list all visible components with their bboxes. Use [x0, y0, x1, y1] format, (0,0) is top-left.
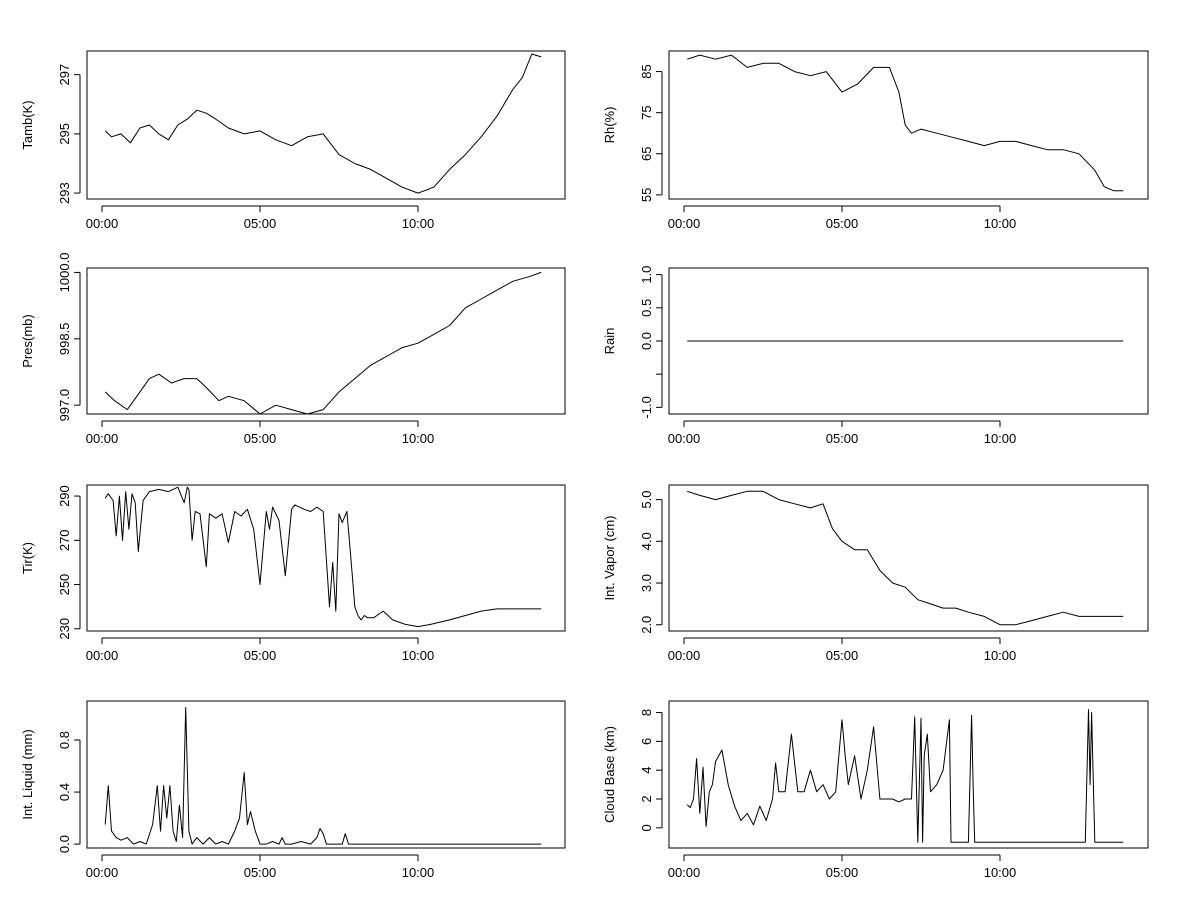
y-axis-title: Rain [602, 328, 617, 355]
panel-3: 00:00 05:00 10:00 -1.0 0.0 0.5 1.0 Rain [602, 266, 1149, 446]
y-tick-label: 65 [639, 147, 654, 161]
y-tick-label: 0 [639, 824, 654, 831]
x-tick-label: 10:00 [402, 216, 435, 231]
panel-6: 00:00 05:00 10:00 0.0 0.4 0.8 Int. Liquid (mm) [20, 700, 566, 880]
panel-2: 00:00 05:00 10:00 997.0 998.5 1000.0 Pres(mb) [20, 253, 566, 446]
y-axis-title: Tamb(K) [20, 100, 35, 149]
x-tick-label: 10:00 [984, 431, 1017, 446]
y-tick-label: 4.0 [639, 532, 654, 550]
y-tick-label: 250 [57, 574, 72, 596]
plot-frame [668, 700, 1149, 849]
x-tick-label: 10:00 [984, 648, 1017, 663]
x-tick-label: 10:00 [984, 865, 1017, 880]
y-tick-label: 0.0 [639, 332, 654, 350]
y-tick-label: 8 [639, 709, 654, 716]
y-tick-label: -1.0 [639, 396, 654, 418]
y-tick-label: 270 [57, 529, 72, 551]
y-tick-label: 290 [57, 485, 72, 507]
x-tick-label: 10:00 [402, 865, 435, 880]
y-tick-label: 1.0 [639, 266, 654, 284]
x-tick-label: 10:00 [984, 216, 1017, 231]
y-tick-label: 0.4 [57, 783, 72, 801]
series-line [104, 486, 542, 628]
x-tick-label: 05:00 [244, 216, 277, 231]
y-tick-label: 55 [639, 188, 654, 202]
y-tick-label: 3.0 [639, 574, 654, 592]
x-tick-label: 00:00 [668, 431, 701, 446]
plot-frame [86, 484, 566, 632]
plot-frame [86, 267, 566, 415]
x-tick-label: 00:00 [86, 431, 119, 446]
x-tick-label: 05:00 [826, 431, 859, 446]
y-axis-title: Rh(%) [602, 107, 617, 144]
y-tick-label: 0.8 [57, 731, 72, 749]
x-tick-label: 00:00 [86, 648, 119, 663]
x-tick-label: 00:00 [668, 865, 701, 880]
y-tick-label: 297 [57, 64, 72, 86]
series-line [686, 709, 1124, 843]
x-tick-label: 10:00 [402, 648, 435, 663]
x-tick-label: 10:00 [402, 431, 435, 446]
y-tick-label: 293 [57, 182, 72, 204]
y-tick-label: 997.0 [57, 389, 72, 422]
y-tick-label: 0.0 [57, 835, 72, 853]
y-tick-label: 85 [639, 64, 654, 78]
y-tick-label: 5.0 [639, 491, 654, 509]
panel-5: 00:00 05:00 10:00 2.0 3.0 4.0 5.0 Int. Vapor (c… [602, 484, 1149, 663]
plot-frame [86, 50, 566, 200]
panel-4: 00:00 05:00 10:00 230 250 270 290 Tir(K) [20, 484, 566, 663]
series-line [687, 54, 1124, 192]
y-tick-label: 295 [57, 123, 72, 145]
panel-7: 00:00 05:00 10:00 0 2 4 6 8 Cloud Base (km) [602, 700, 1149, 880]
y-axis-title: Int. Vapor (cm) [602, 515, 617, 600]
x-tick-label: 05:00 [826, 865, 859, 880]
y-axis-title: Tir(K) [20, 542, 35, 574]
series-line [104, 707, 542, 845]
x-tick-label: 05:00 [244, 865, 277, 880]
y-tick-label: 2 [639, 795, 654, 802]
plot-frame [668, 267, 1149, 415]
y-axis-title: Int. Liquid (mm) [20, 729, 35, 819]
x-tick-label: 05:00 [826, 216, 859, 231]
x-tick-label: 00:00 [668, 648, 701, 663]
series-line [104, 271, 542, 415]
y-axis-title: Cloud Base (km) [602, 726, 617, 823]
plot-frame [668, 484, 1149, 632]
x-tick-label: 00:00 [668, 216, 701, 231]
series-line [687, 490, 1124, 626]
x-tick-label: 05:00 [244, 648, 277, 663]
y-tick-label: 75 [639, 105, 654, 119]
panel-0: 00:00 05:00 10:00 293 295 297 Tamb(K) [20, 50, 566, 231]
panel-1: 00:00 05:00 10:00 55 65 75 85 Rh(%) [602, 50, 1149, 231]
y-tick-label: 0.5 [639, 299, 654, 317]
x-tick-label: 05:00 [826, 648, 859, 663]
y-tick-label: 230 [57, 618, 72, 640]
plot-frame [668, 50, 1149, 200]
series-line [104, 53, 542, 194]
plot-frame [86, 700, 566, 849]
y-tick-label: 998.5 [57, 323, 72, 356]
y-tick-label: 2.0 [639, 616, 654, 634]
x-tick-label: 00:00 [86, 216, 119, 231]
x-tick-label: 00:00 [86, 865, 119, 880]
y-tick-label: 6 [639, 738, 654, 745]
x-tick-label: 05:00 [244, 431, 277, 446]
y-tick-label: 1000.0 [57, 253, 72, 293]
y-axis-title: Pres(mb) [20, 314, 35, 367]
y-tick-label: 4 [639, 767, 654, 774]
